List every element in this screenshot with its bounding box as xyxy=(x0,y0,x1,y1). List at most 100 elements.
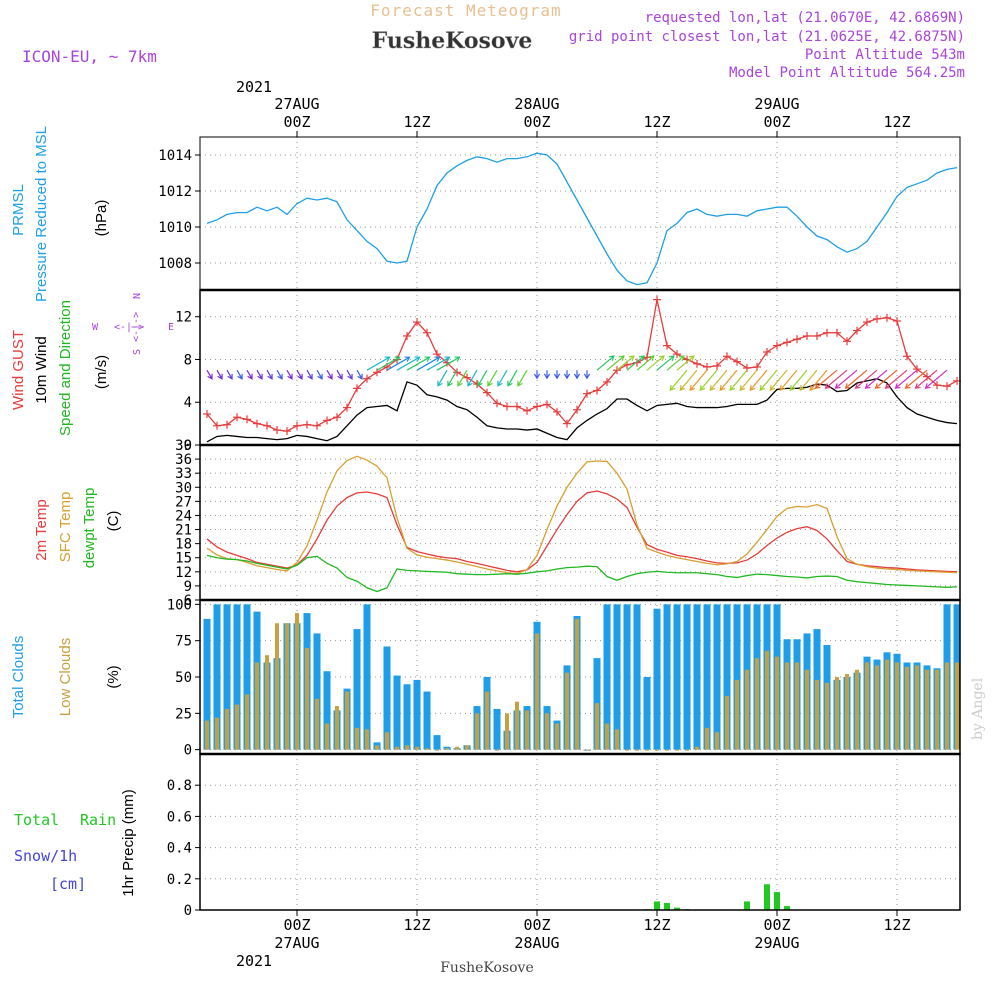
bar-total-clouds xyxy=(383,646,391,750)
gust-point xyxy=(833,328,841,337)
wind-arrow xyxy=(386,356,411,371)
gust-point xyxy=(803,331,811,340)
chart-subtitle: Forecast Meteogram xyxy=(370,1,561,20)
gust-point xyxy=(273,426,281,435)
gust-point xyxy=(203,410,211,418)
bar-rain xyxy=(784,906,790,910)
bar-total-clouds xyxy=(413,679,421,750)
bar-low-clouds xyxy=(455,746,459,750)
bar-total-clouds xyxy=(723,604,731,750)
bar-low-clouds xyxy=(885,659,889,750)
wind-label: 10m Wind xyxy=(33,336,50,404)
wind-arrow xyxy=(799,369,818,391)
gust-point xyxy=(943,382,951,391)
wind-arrow xyxy=(636,355,655,371)
y-tick-label: 0 xyxy=(184,438,192,454)
bar-total-clouds xyxy=(243,604,251,750)
y-tick-label: 0 xyxy=(184,743,192,759)
wind-arrow xyxy=(646,355,665,371)
bar-low-clouds xyxy=(625,749,629,751)
gust-point xyxy=(583,389,591,398)
compass-s: S xyxy=(132,349,143,355)
bar-low-clouds xyxy=(875,665,879,750)
y-tick-label: 33 xyxy=(175,466,192,482)
temp-label: 2m Temp xyxy=(33,499,50,560)
precip-cm-label: [cm] xyxy=(50,875,86,893)
low-clouds-label: Low Clouds xyxy=(57,638,74,716)
bar-low-clouds xyxy=(775,656,779,750)
credit-watermark: by Angel xyxy=(970,677,986,740)
bottom-tick-label: 12Z xyxy=(403,916,430,934)
wind-arrow xyxy=(904,369,928,389)
bar-total-clouds xyxy=(653,608,661,750)
gust-point xyxy=(493,399,501,408)
bar-low-clouds xyxy=(355,727,359,750)
y-tick-label: 1014 xyxy=(158,148,192,164)
bar-low-clouds xyxy=(265,655,269,750)
bar-low-clouds xyxy=(815,679,819,750)
wind-arrow xyxy=(884,369,908,389)
bottom-tick-label: 00Z xyxy=(283,916,310,934)
point-altitude: Point Altitude 543m xyxy=(805,47,965,63)
gust-point xyxy=(213,421,221,430)
bar-low-clouds xyxy=(235,704,239,750)
bar-total-clouds xyxy=(403,684,411,750)
bar-low-clouds xyxy=(225,708,229,750)
gust-point xyxy=(543,400,551,409)
top-tick-label: 00Z xyxy=(283,113,310,131)
panel-labels: PRMSL Pressure Reduced to MSL (hPa) Wind… xyxy=(10,126,174,897)
wind-arrow xyxy=(874,369,898,389)
y-tick-label: 12 xyxy=(175,310,192,326)
wind-arrow xyxy=(739,369,758,391)
compass-rose: N S W E <-|-> <-|-> xyxy=(92,293,174,355)
compass-arrow-h: <-|-> xyxy=(114,322,144,333)
bar-low-clouds xyxy=(475,713,479,750)
wind-arrow xyxy=(507,369,518,387)
temp-unit: (C) xyxy=(105,511,122,532)
gust-point xyxy=(843,337,851,346)
bar-low-clouds xyxy=(425,748,429,750)
wind-arrow xyxy=(573,370,581,380)
wind-arrow xyxy=(296,369,303,380)
gust-point xyxy=(453,368,461,377)
bar-low-clouds xyxy=(675,749,679,751)
bar-low-clouds xyxy=(395,746,399,750)
wind-arrow xyxy=(306,369,313,380)
bar-total-clouds xyxy=(393,675,401,750)
bottom-tick-label: 00Z xyxy=(763,916,790,934)
gust-point xyxy=(223,420,231,429)
bar-rain xyxy=(654,901,660,910)
wind-dir-label: Speed and Direction xyxy=(57,300,74,436)
bar-low-clouds xyxy=(325,723,329,750)
gust-point xyxy=(423,328,431,337)
wind-arrow xyxy=(676,355,695,371)
bar-total-clouds xyxy=(493,708,501,750)
bar-rain xyxy=(744,901,750,910)
y-tick-label: 8 xyxy=(184,352,192,368)
wind-arrow xyxy=(376,356,401,371)
bar-low-clouds xyxy=(665,749,669,751)
bar-low-clouds xyxy=(545,713,549,750)
series-line-10m-wind xyxy=(206,378,958,443)
wind-arrow xyxy=(256,369,263,380)
model-point-altitude: Model Point Altitude 564.25m xyxy=(729,65,965,81)
panel-frame xyxy=(199,136,961,291)
wind-arrow xyxy=(789,369,808,391)
bar-low-clouds xyxy=(255,662,259,750)
bar-total-clouds xyxy=(703,604,711,750)
bar-low-clouds xyxy=(645,749,649,751)
bar-rain xyxy=(764,884,770,910)
gust-point xyxy=(733,357,741,366)
wind-arrow xyxy=(844,369,868,389)
y-tick-label: 27 xyxy=(175,494,192,510)
bottom-tick-label: 00Z xyxy=(523,916,550,934)
gust-point xyxy=(873,314,881,323)
closest-coords: grid point closest lon,lat (21.0625E, 42… xyxy=(569,29,965,45)
series-line-wind-gust xyxy=(206,299,958,432)
y-tick-label: 50 xyxy=(175,670,192,686)
bar-low-clouds xyxy=(365,729,369,750)
gust-point xyxy=(853,326,861,335)
bar-low-clouds xyxy=(855,669,859,750)
compass-w: W xyxy=(92,322,99,333)
wind-arrow xyxy=(914,369,938,389)
